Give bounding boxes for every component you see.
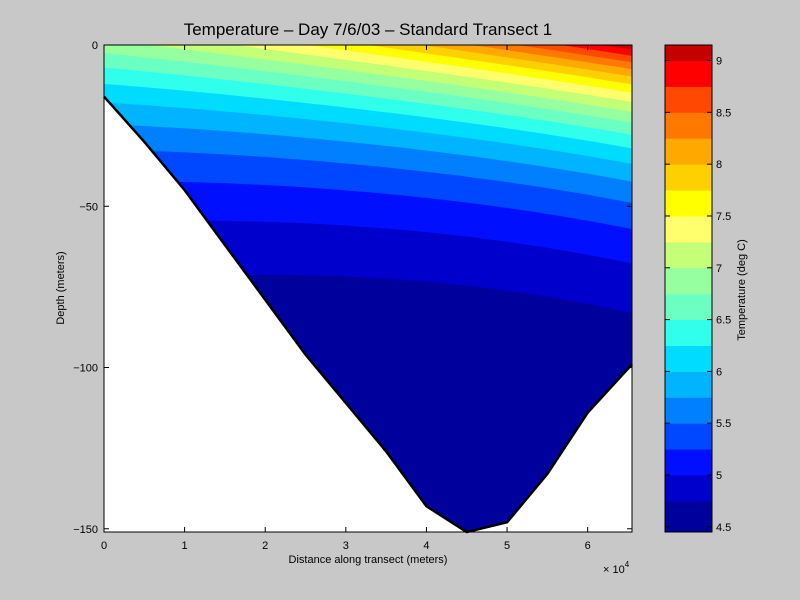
x-tick-label: 6 bbox=[585, 540, 591, 552]
plot-frame bbox=[103, 44, 633, 533]
contour-band bbox=[104, 45, 632, 56]
colorbar-swatch bbox=[665, 449, 712, 476]
colorbar-swatch bbox=[665, 397, 712, 424]
colorbar-swatch bbox=[665, 164, 712, 191]
x-tick-label: 4 bbox=[423, 540, 429, 552]
colorbar-swatch bbox=[665, 215, 712, 243]
colorbar-swatch bbox=[665, 45, 712, 62]
colorbar-swatch bbox=[665, 423, 712, 450]
colorbar-swatch bbox=[665, 112, 712, 139]
colorbar-tick-label: 6 bbox=[716, 366, 722, 378]
colorbar-swatches bbox=[665, 45, 712, 533]
colorbar-tick-label: 8 bbox=[716, 159, 722, 171]
colorbar-tick-label: 6.5 bbox=[716, 315, 731, 327]
colorbar-label: Temperature (deg C) bbox=[736, 239, 748, 341]
colorbar-swatch bbox=[665, 319, 712, 346]
colorbar-ticks: 4.5 5 5.5 6 6.5 7 7.5 8 8.5 9 bbox=[665, 56, 731, 534]
x-tick-label: 0 bbox=[101, 540, 107, 552]
colorbar-tick-label: 5 bbox=[716, 470, 722, 482]
colorbar-swatch bbox=[665, 60, 712, 87]
x-multiplier-base: × 10 bbox=[603, 564, 625, 576]
x-multiplier-exponent: 4 bbox=[625, 560, 630, 569]
x-tick-label: 2 bbox=[262, 540, 268, 552]
colorbar-swatch bbox=[665, 500, 712, 533]
colorbar-swatch bbox=[665, 293, 712, 321]
colorbar: 4.5 5 5.5 6 6.5 7 7.5 8 8.5 9 bbox=[664, 44, 731, 534]
colorbar-frame bbox=[664, 44, 713, 533]
colorbar-swatch bbox=[665, 86, 712, 113]
colorbar-swatch bbox=[665, 345, 712, 372]
y-tick-label: −150 bbox=[73, 524, 98, 536]
x-axis-multiplier: × 104 bbox=[603, 560, 630, 576]
colorbar-swatch bbox=[665, 241, 712, 269]
contour-band bbox=[104, 45, 632, 77]
y-tick-label: −100 bbox=[73, 363, 98, 375]
colorbar-tick-label: 4.5 bbox=[716, 522, 731, 534]
colorbar-tick-label: 5.5 bbox=[716, 418, 731, 430]
x-axis-ticks: 0 1 2 3 4 5 6 bbox=[101, 45, 591, 552]
colorbar-swatch bbox=[665, 267, 712, 295]
x-tick-label: 3 bbox=[343, 540, 349, 552]
y-axis-label: Depth (meters) bbox=[55, 251, 67, 324]
y-tick-label: −50 bbox=[79, 201, 98, 213]
colorbar-tick-label: 7 bbox=[716, 263, 722, 275]
contour-bands bbox=[104, 45, 632, 532]
seafloor-mask bbox=[104, 96, 632, 532]
seafloor-line bbox=[103, 95, 633, 534]
colorbar-swatch bbox=[665, 475, 712, 502]
y-tick-label: 0 bbox=[92, 40, 98, 52]
x-tick-label: 5 bbox=[504, 540, 510, 552]
colorbar-swatch bbox=[665, 371, 712, 398]
colorbar-swatch bbox=[665, 138, 712, 165]
x-axis-label: Distance along transect (meters) bbox=[289, 554, 448, 566]
plot-area: 0 1 2 3 4 5 6 0 −50 −100 −150 bbox=[73, 40, 633, 552]
colorbar-tick-label: 7.5 bbox=[716, 211, 731, 223]
y-axis-ticks: 0 −50 −100 −150 bbox=[73, 40, 632, 536]
x-tick-label: 1 bbox=[182, 540, 188, 552]
chart-title: Temperature – Day 7/6/03 – Standard Tran… bbox=[184, 20, 553, 39]
colorbar-swatch bbox=[665, 190, 712, 217]
colorbar-tick-label: 8.5 bbox=[716, 107, 731, 119]
colorbar-tick-label: 9 bbox=[716, 56, 722, 68]
